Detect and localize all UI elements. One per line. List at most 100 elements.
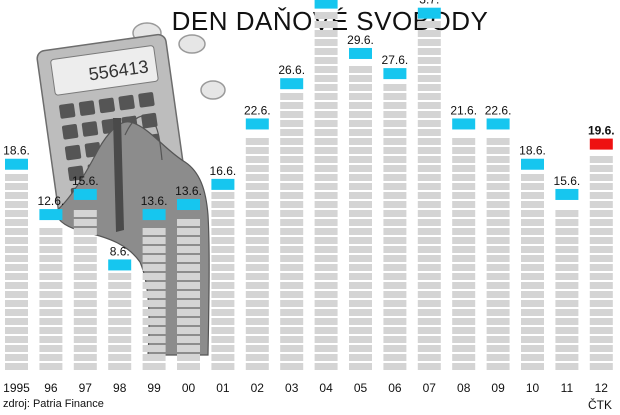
bar-segment — [280, 264, 304, 271]
bar-segment — [589, 201, 613, 208]
category-label: 10 — [526, 381, 540, 395]
bar-segment — [142, 291, 166, 298]
bar-segment — [555, 336, 579, 343]
bar-segment — [39, 237, 63, 244]
category-label: 07 — [423, 381, 437, 395]
bar-segment — [177, 300, 200, 307]
bar-segment — [555, 345, 579, 352]
category-label: 00 — [182, 381, 196, 395]
bar-segment — [5, 255, 28, 262]
bar-segment — [245, 255, 269, 262]
bar-segment — [280, 354, 304, 361]
bar-segment — [280, 210, 304, 217]
bar-segment — [142, 336, 166, 343]
bar-value-label: 16.6. — [210, 164, 237, 178]
bar — [521, 174, 544, 370]
bar-segment — [39, 228, 63, 235]
bar-segment — [142, 318, 166, 325]
bar-segment — [521, 246, 544, 253]
bar-segment — [383, 174, 407, 181]
bar-segment — [314, 174, 338, 181]
bar-segment — [417, 192, 441, 199]
bar-segment — [108, 282, 132, 289]
calculator-key — [59, 103, 76, 119]
bar-segment — [452, 291, 476, 298]
bar-segment — [5, 264, 28, 271]
hand-shape — [54, 121, 210, 356]
bar-segment — [486, 192, 510, 199]
bar-segment — [73, 345, 97, 352]
bar-segment — [383, 309, 407, 316]
bar-segment — [5, 336, 28, 343]
bar-segment — [349, 309, 372, 316]
bar-segment — [211, 264, 235, 271]
bar-value-label: 18.6. — [3, 144, 30, 158]
bar-segment — [211, 300, 235, 307]
bar-segment — [73, 219, 97, 226]
bar-segment — [314, 219, 338, 226]
bar-segment — [417, 93, 441, 100]
bar — [417, 21, 441, 370]
bar-segment — [486, 228, 510, 235]
bar-segment — [73, 309, 97, 316]
category-label: 08 — [457, 381, 471, 395]
bar-segment — [486, 336, 510, 343]
bar-segment — [245, 219, 269, 226]
bar-segment — [452, 354, 476, 361]
bar-segment — [314, 291, 338, 298]
bar-segment — [245, 192, 269, 199]
bar-segment — [383, 363, 407, 370]
bar-segment — [108, 354, 132, 361]
bar-segment — [486, 219, 510, 226]
bar-segment — [314, 210, 338, 217]
bar-segment — [280, 300, 304, 307]
bar-segment — [314, 255, 338, 262]
bar-segment — [108, 336, 132, 343]
bar-segment — [417, 147, 441, 154]
bar — [108, 273, 132, 370]
bar-segment — [521, 300, 544, 307]
category-label: 03 — [285, 381, 299, 395]
bar-segment — [245, 201, 269, 208]
bar-segment — [177, 273, 200, 280]
bar-segment — [314, 201, 338, 208]
bar — [39, 228, 63, 370]
bar-segment — [417, 165, 441, 172]
bar-segment — [280, 147, 304, 154]
bar-segment — [383, 147, 407, 154]
bar-segment — [486, 318, 510, 325]
bar-segment — [142, 282, 166, 289]
bar-segment — [73, 354, 97, 361]
bar-segment — [280, 183, 304, 190]
bar-segment — [349, 93, 372, 100]
bar-segment — [5, 174, 28, 181]
bar-segment — [589, 192, 613, 199]
bar-segment — [383, 264, 407, 271]
bar-segment — [314, 111, 338, 118]
bar-value-label: 13.6. — [175, 184, 202, 198]
bar-segment — [349, 147, 372, 154]
bar-segment — [452, 183, 476, 190]
bar-segment — [39, 300, 63, 307]
bar-cap — [211, 178, 235, 190]
bar — [211, 192, 235, 370]
bar-segment — [452, 165, 476, 172]
bar — [177, 219, 200, 370]
bar-segment — [349, 84, 372, 91]
bar-segment — [177, 282, 200, 289]
bar-segment — [417, 66, 441, 73]
bar-segment — [211, 345, 235, 352]
calculator-hand-illustration: 556413 — [36, 22, 226, 356]
bar-segment — [349, 192, 372, 199]
bar-segment — [486, 246, 510, 253]
bar-segment — [383, 273, 407, 280]
category-label: 11 — [561, 381, 574, 395]
bar-segment — [280, 246, 304, 253]
bar-segment — [108, 327, 132, 334]
bar-segment — [486, 300, 510, 307]
bar-segment — [521, 273, 544, 280]
bar-segment — [108, 309, 132, 316]
bar-segment — [39, 291, 63, 298]
bar-segment — [211, 192, 235, 199]
